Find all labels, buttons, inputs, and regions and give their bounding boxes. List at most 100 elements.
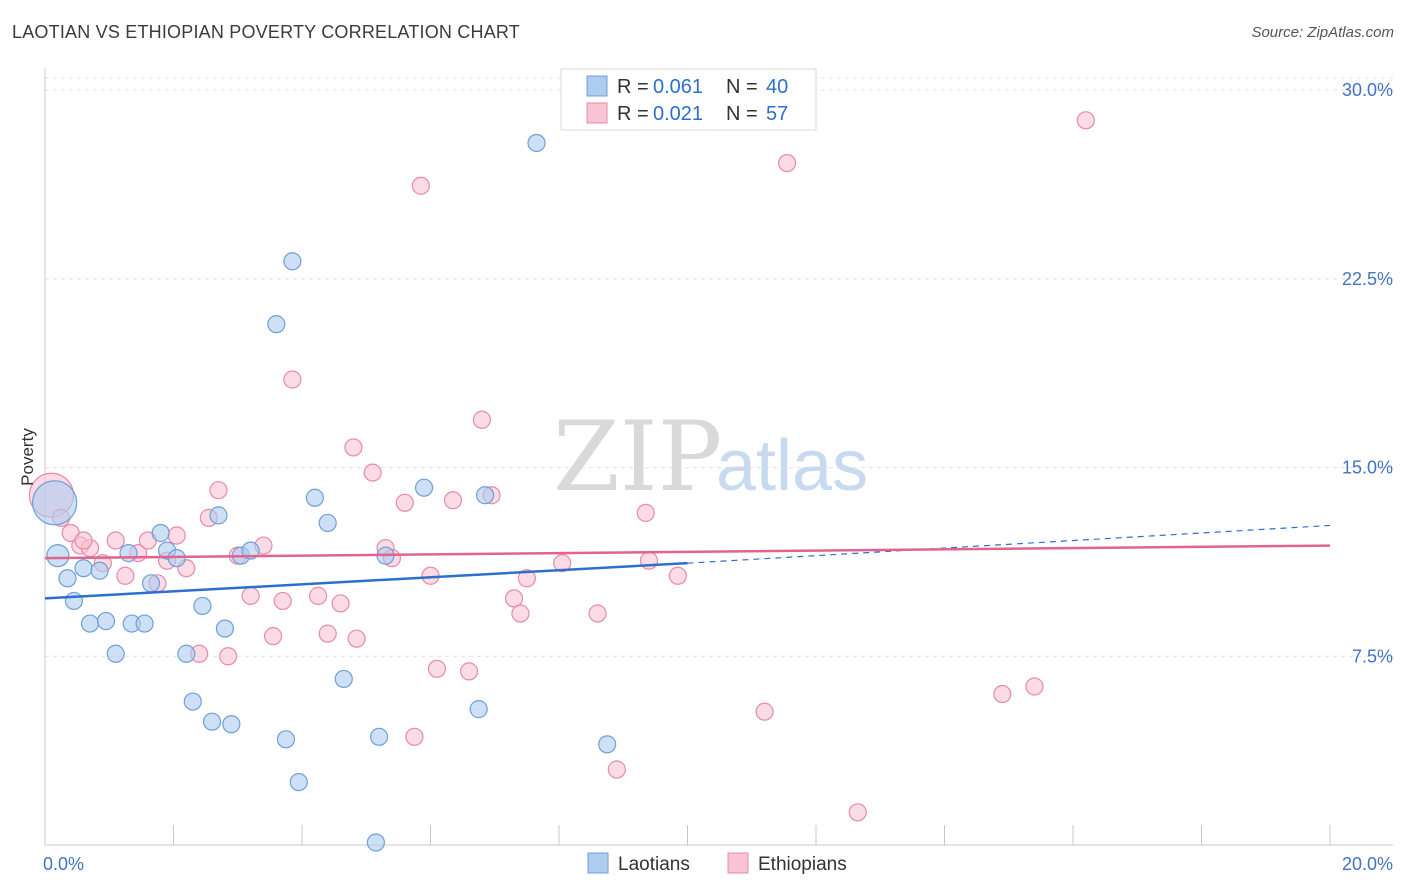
laotians-point	[289, 772, 308, 792]
ethiopians-point	[106, 531, 125, 550]
y-tick-labels: 7.5% 15.0% 22.5% 30.0%	[1342, 80, 1393, 666]
ethiopians-point	[219, 647, 238, 666]
laotians-point	[151, 523, 170, 543]
y-tick-label-1: 15.0%	[1342, 458, 1393, 478]
laotians-point	[135, 614, 154, 633]
legend-n-label-laotians: N =	[726, 76, 758, 98]
legend-n-value-laotians: 40	[766, 76, 788, 98]
legend-r-value-laotians: 0.061	[653, 76, 703, 98]
ethiopians-point	[517, 569, 536, 588]
ethiopians-point	[395, 493, 414, 512]
ethiopians-point	[777, 154, 797, 173]
ethiopians-point	[588, 604, 607, 623]
laotians-trend-extension	[687, 524, 1331, 564]
ethiopians-point	[668, 566, 687, 585]
trend-lines	[44, 524, 1331, 600]
legend-n-value-ethiopians: 57	[766, 103, 788, 125]
ethiopians-point	[411, 176, 430, 195]
laotians-point	[267, 315, 286, 334]
ethiopians-point	[993, 684, 1012, 704]
ethiopians-point	[636, 503, 655, 522]
laotians-point	[318, 513, 337, 533]
ethiopians-point	[755, 702, 774, 721]
laotians-point	[141, 574, 161, 593]
ethiopians-point	[848, 803, 867, 822]
ethiopians-point	[511, 604, 530, 623]
laotians-point	[74, 559, 93, 578]
ethiopians-point	[209, 481, 228, 500]
laotians-point	[305, 488, 324, 507]
laotians-point	[193, 596, 212, 616]
laotians-points	[32, 133, 617, 852]
laotians-point	[283, 252, 302, 271]
axes	[44, 68, 1393, 846]
laotians-point	[276, 730, 296, 749]
legend-box: R = 0.061 N = 40 R = 0.021 N = 57	[560, 68, 817, 131]
laotians-trend-line	[44, 561, 688, 600]
y-axis-label: Poverty	[18, 428, 37, 486]
laotians-point	[370, 727, 389, 746]
ethiopians-point	[363, 463, 382, 482]
laotians-point	[414, 478, 434, 497]
ethiopians-point	[553, 554, 572, 573]
laotians-point	[64, 591, 84, 611]
y-tick-label-0: 7.5%	[1352, 646, 1393, 666]
laotians-point	[222, 715, 241, 734]
ethiopians-point	[347, 629, 366, 648]
laotians-point	[58, 569, 77, 588]
x-tick-labels: 0.0% 20.0%	[43, 854, 1393, 874]
ethiopians-point	[308, 586, 328, 605]
ethiopians-point	[167, 526, 186, 545]
laotians-point	[209, 506, 228, 525]
ethiopians-point	[607, 760, 626, 779]
laotians-point	[598, 735, 617, 754]
legend-swatch-ethiopians	[586, 102, 608, 124]
laotians-point	[80, 614, 100, 633]
ethiopians-point	[344, 438, 363, 457]
ethiopians-point	[273, 591, 292, 611]
laotians-point	[469, 700, 488, 719]
y-tick-label-2: 22.5%	[1342, 269, 1393, 289]
y-tick-label-3: 30.0%	[1342, 80, 1393, 100]
watermark-atlas: atlas	[716, 426, 868, 506]
x-tick-label-max: 20.0%	[1342, 854, 1393, 874]
ethiopians-point	[263, 627, 283, 646]
legend-r-label-ethiopians: R =	[617, 103, 649, 125]
bottom-legend-laotians: Laotians	[618, 854, 690, 875]
ethiopians-point	[1076, 111, 1095, 130]
laotians-point	[119, 544, 138, 563]
ethiopians-point	[504, 589, 524, 608]
bottom-legend-swatch-laotians	[587, 852, 609, 874]
ethiopians-point	[241, 586, 260, 605]
ethiopians-point	[1025, 677, 1044, 696]
ethiopians-point	[472, 410, 491, 429]
laotians-point	[177, 644, 196, 663]
chart-title: LAOTIAN VS ETHIOPIAN POVERTY CORRELATION…	[12, 22, 520, 42]
laotians-point	[334, 669, 353, 689]
laotians-point	[106, 644, 125, 663]
ethiopians-point	[116, 566, 135, 585]
laotians-point	[96, 611, 116, 631]
bottom-legend-swatch-ethiopians	[727, 852, 749, 874]
laotians-point	[476, 486, 495, 505]
gridlines	[45, 77, 1393, 657]
laotians-point	[46, 544, 70, 568]
laotians-point	[366, 833, 385, 852]
watermark-zip: ZIP	[553, 401, 722, 513]
legend-r-value-ethiopians: 0.021	[653, 103, 703, 125]
ethiopians-trend-line	[44, 544, 1331, 560]
ethiopians-point	[427, 659, 447, 678]
laotians-point	[215, 619, 234, 638]
laotians-point	[32, 480, 78, 526]
x-tick-label-min: 0.0%	[43, 854, 84, 874]
source-credit: Source: ZipAtlas.com	[1251, 24, 1394, 41]
legend-n-label-ethiopians: N =	[726, 103, 758, 125]
laotians-point	[202, 712, 222, 731]
ethiopians-point	[318, 624, 337, 643]
laotians-point	[90, 561, 109, 580]
bottom-legend: Laotians Ethiopians	[587, 852, 847, 875]
legend-r-label-laotians: R =	[617, 76, 649, 98]
laotians-point	[527, 133, 546, 153]
ethiopians-point	[459, 662, 479, 681]
